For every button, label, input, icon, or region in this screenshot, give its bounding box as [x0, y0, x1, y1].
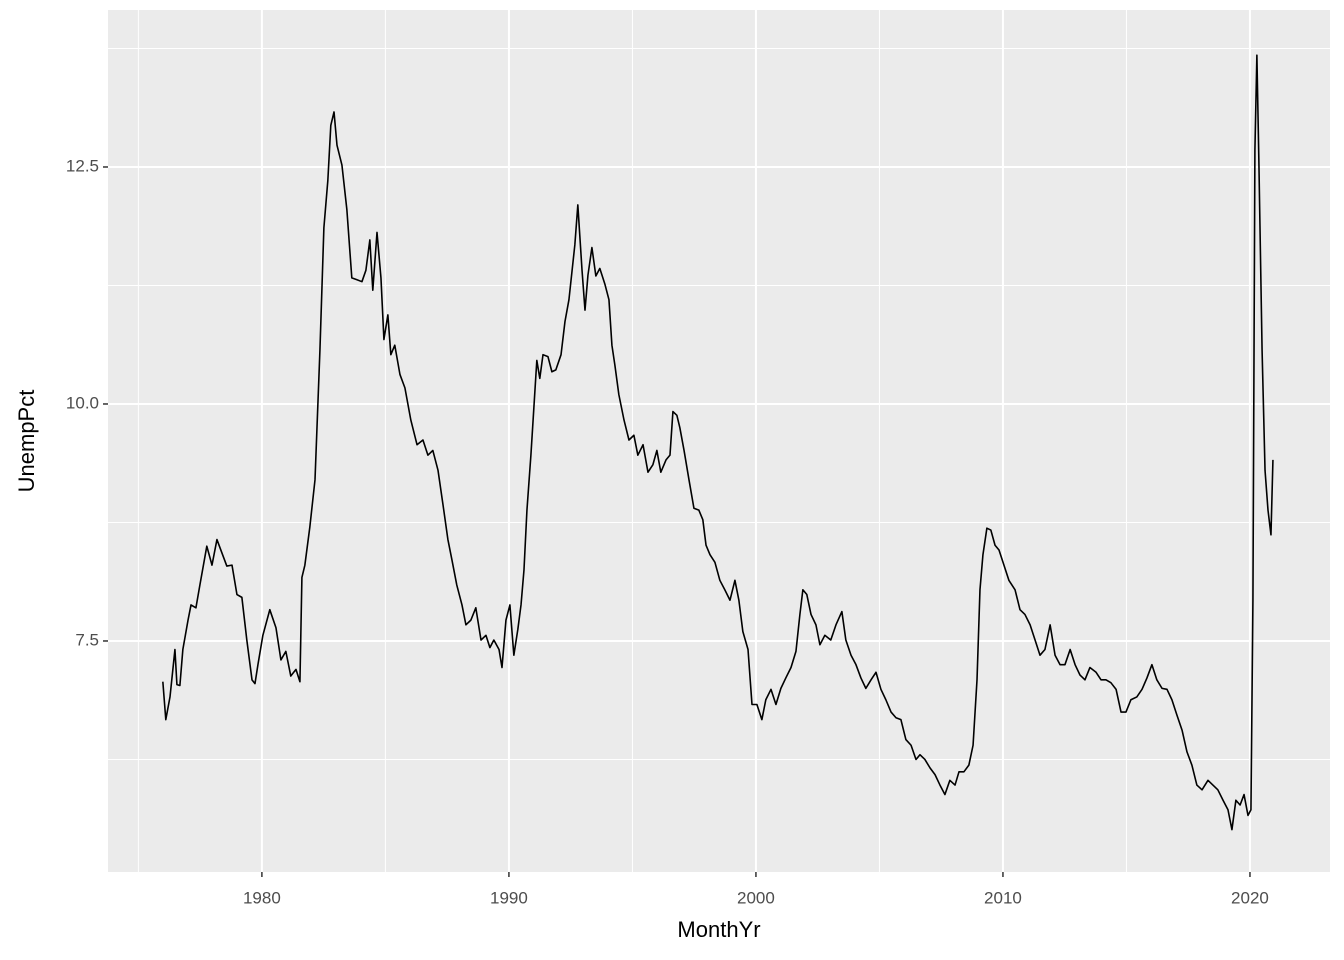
x-tick-label: 2010: [984, 888, 1022, 907]
y-axis-title: UnempPct: [14, 390, 39, 493]
y-tick-label: 10.0: [66, 393, 99, 412]
x-tick-label: 2000: [737, 888, 775, 907]
x-tick-label: 1990: [490, 888, 528, 907]
x-axis-title: MonthYr: [677, 917, 760, 942]
x-tick-label: 2020: [1231, 888, 1269, 907]
y-tick-label: 7.5: [75, 630, 99, 649]
panel: [108, 10, 1330, 872]
x-tick-label: 1980: [243, 888, 281, 907]
y-tick-label: 12.5: [66, 156, 99, 175]
data-line: [162, 54, 1274, 831]
